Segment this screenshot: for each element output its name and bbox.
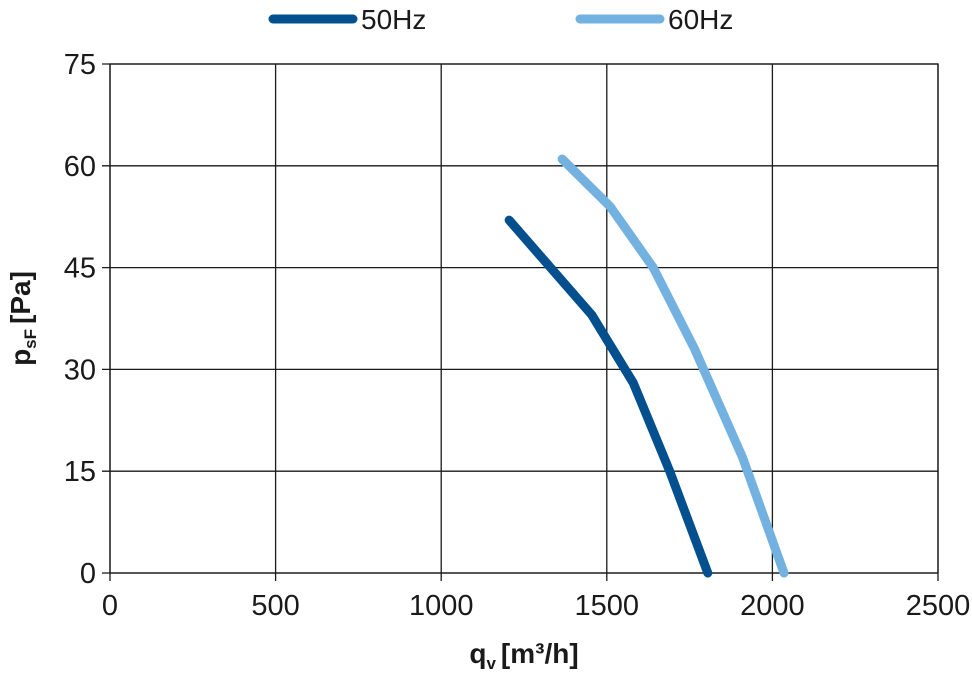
x-axis-title: qv [m³/h]: [469, 638, 578, 673]
x-tick-label: 2000: [740, 590, 805, 622]
x-axis-title-main: q: [469, 638, 486, 669]
legend: 50Hz 60Hz: [268, 4, 733, 35]
x-tick-label: 2500: [906, 590, 971, 622]
legend-item: 50Hz: [268, 4, 426, 35]
x-tick-label: 1500: [575, 590, 640, 622]
y-tick-label: 30: [64, 354, 96, 386]
legend-label: 60Hz: [668, 4, 733, 35]
y-axis-title-main: p: [5, 349, 36, 366]
y-axis-tick-labels: 0 15 30 45 60 75: [64, 49, 96, 590]
series-line-50hz: [504, 215, 713, 578]
y-axis-title: psF [Pa]: [5, 271, 40, 366]
plot-area-frame: [109, 63, 939, 574]
y-tick-label: 60: [64, 151, 96, 183]
x-tick-label: 500: [251, 590, 299, 622]
y-tick-label: 45: [64, 253, 96, 285]
x-axis-title-unit: [m³/h]: [501, 638, 579, 669]
series-line-60hz: [557, 154, 789, 578]
y-axis-title-subscript: sF: [21, 329, 40, 349]
y-tick-label: 0: [80, 558, 96, 590]
x-tick-label: 1000: [409, 590, 474, 622]
legend-item: 60Hz: [575, 4, 733, 35]
y-tick-label: 15: [64, 456, 96, 488]
x-tick-label: 0: [102, 590, 118, 622]
y-tick-label: 75: [64, 49, 96, 81]
x-axis-title-subscript: v: [486, 654, 496, 673]
x-axis-tick-labels: 0 500 1000 1500 2000 2500: [102, 590, 970, 622]
grid: [102, 63, 939, 581]
y-axis-title-unit: [Pa]: [5, 271, 36, 324]
legend-label: 50Hz: [361, 4, 426, 35]
series-lines: [504, 154, 789, 578]
